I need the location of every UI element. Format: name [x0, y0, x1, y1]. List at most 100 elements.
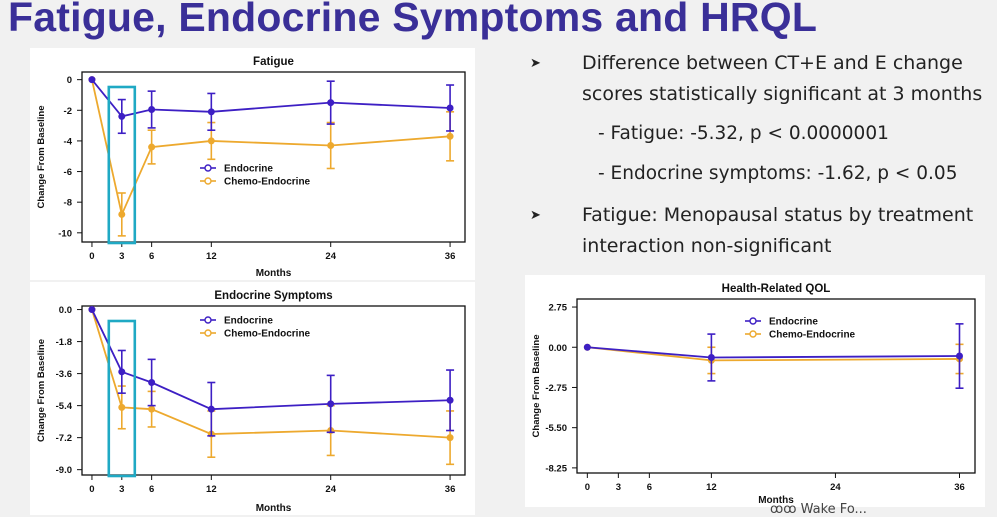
arrow-bullet-icon: ➤	[530, 56, 541, 71]
legend-marker	[204, 329, 212, 337]
series-line	[91, 79, 451, 218]
bullet-text: Fatigue: Menopausal status by treatment …	[582, 204, 974, 257]
x-tick-label: 24	[325, 251, 336, 262]
y-tick-label: -2	[64, 106, 72, 117]
x-tick-label: 6	[647, 482, 652, 493]
data-point	[148, 405, 156, 413]
y-tick-label: -7.2	[56, 433, 72, 444]
data-point	[707, 353, 715, 361]
legend-label: Chemo-Endocrine	[224, 329, 311, 340]
data-point	[327, 400, 335, 408]
chart-title: Endocrine Symptoms	[214, 290, 332, 302]
sub-bullet-item: - Fatigue: -5.32, p < 0.0000001	[598, 123, 889, 144]
highlight-box	[107, 85, 137, 245]
data-point	[207, 108, 215, 116]
data-point	[148, 378, 156, 386]
x-axis-label: Months	[256, 268, 292, 279]
legend-label: Endocrine	[224, 316, 273, 327]
chart-title: Health-Related QOL	[722, 283, 831, 295]
y-tick-label: -5.50	[545, 423, 567, 434]
x-tick-label: 0	[89, 251, 94, 262]
bullet-list: ➤ Difference between CT+E and E change s…	[530, 48, 990, 272]
y-tick-label: -9.0	[56, 465, 72, 476]
y-axis-label: Change From Baseline	[36, 339, 47, 442]
arrow-bullet-icon: ➤	[530, 208, 541, 223]
y-tick-label: 0	[67, 75, 72, 86]
chart-background	[30, 282, 475, 515]
bullet-item: ➤ Fatigue: Menopausal status by treatmen…	[530, 200, 990, 262]
data-point	[118, 112, 126, 120]
y-axis-label: Change From Baseline	[531, 335, 542, 438]
data-point	[207, 405, 215, 413]
x-tick-label: 6	[149, 251, 154, 262]
legend-marker	[204, 164, 212, 172]
x-tick-label: 3	[119, 484, 124, 495]
slide-title: Fatigue, Endocrine Symptoms and HRQL	[8, 0, 818, 40]
data-point	[207, 137, 215, 145]
x-tick-label: 36	[445, 251, 456, 262]
plot-frame	[576, 298, 976, 474]
legend-marker	[749, 330, 757, 338]
y-tick-label: -3.6	[56, 369, 72, 380]
y-tick-label: -10	[58, 228, 72, 239]
y-tick-label: -8.25	[545, 463, 567, 474]
y-tick-label: -8	[64, 198, 72, 209]
data-point	[148, 143, 156, 151]
plot-frame	[81, 71, 466, 243]
y-tick-label: -4	[64, 136, 73, 147]
x-tick-label: 12	[206, 484, 217, 495]
chart-title: Fatigue	[253, 56, 294, 68]
legend-marker	[204, 316, 212, 324]
series-line	[91, 309, 451, 411]
legend-marker	[749, 317, 757, 325]
footer-logo-text: ꝏꝏ Wake Fo...	[770, 502, 867, 517]
y-tick-label: 0.00	[549, 343, 568, 354]
bullet-text: Difference between CT+E and E change sco…	[582, 52, 983, 105]
endocrine-symptoms-chart: Endocrine Symptoms 0.0 -1.8 -3.6 -5.4 -7.2 -9.…	[30, 282, 475, 515]
data-point	[446, 396, 454, 404]
legend-label: Endocrine	[224, 164, 273, 175]
bullet-item: ➤ Difference between CT+E and E change s…	[530, 48, 990, 110]
x-tick-label: 36	[445, 484, 456, 495]
chart-background	[30, 48, 475, 280]
data-point	[583, 343, 591, 351]
data-point	[118, 403, 126, 411]
y-axis-label: Change From Baseline	[36, 106, 47, 209]
y-tick-label: -6	[64, 167, 72, 178]
x-tick-label: 36	[954, 482, 965, 493]
x-tick-label: 3	[119, 251, 124, 262]
data-point	[955, 352, 963, 360]
data-point	[118, 368, 126, 376]
data-point	[446, 132, 454, 140]
data-point	[148, 106, 156, 114]
data-point	[446, 104, 454, 112]
chart-background	[525, 275, 985, 507]
y-tick-label: -2.75	[545, 383, 567, 394]
data-point	[327, 99, 335, 107]
x-axis-label: Months	[758, 495, 794, 506]
x-tick-label: 0	[89, 484, 94, 495]
x-tick-label: 12	[706, 482, 717, 493]
x-axis-label: Months	[256, 503, 292, 514]
series-line	[91, 309, 451, 439]
highlight-box	[107, 319, 137, 478]
data-point	[88, 76, 96, 84]
x-tick-label: 3	[616, 482, 621, 493]
data-point	[327, 142, 335, 150]
legend-label: Chemo-Endocrine	[769, 330, 856, 341]
data-point	[88, 306, 96, 314]
x-tick-label: 24	[830, 482, 841, 493]
x-tick-label: 24	[325, 484, 336, 495]
series-line	[91, 79, 451, 118]
x-tick-label: 12	[206, 251, 217, 262]
hrql-chart: Health-Related QOL 2.75 0.00 -2.75 -5.50 -8.2…	[525, 275, 985, 507]
x-tick-label: 6	[149, 484, 154, 495]
data-point	[118, 210, 126, 218]
legend-marker	[204, 177, 212, 185]
plot-frame	[81, 305, 466, 476]
y-tick-label: 0.0	[59, 305, 72, 316]
legend-label: Endocrine	[769, 317, 818, 328]
legend-label: Chemo-Endocrine	[224, 177, 311, 188]
sub-bullet-item: - Endocrine symptoms: -1.62, p < 0.05	[598, 163, 958, 184]
